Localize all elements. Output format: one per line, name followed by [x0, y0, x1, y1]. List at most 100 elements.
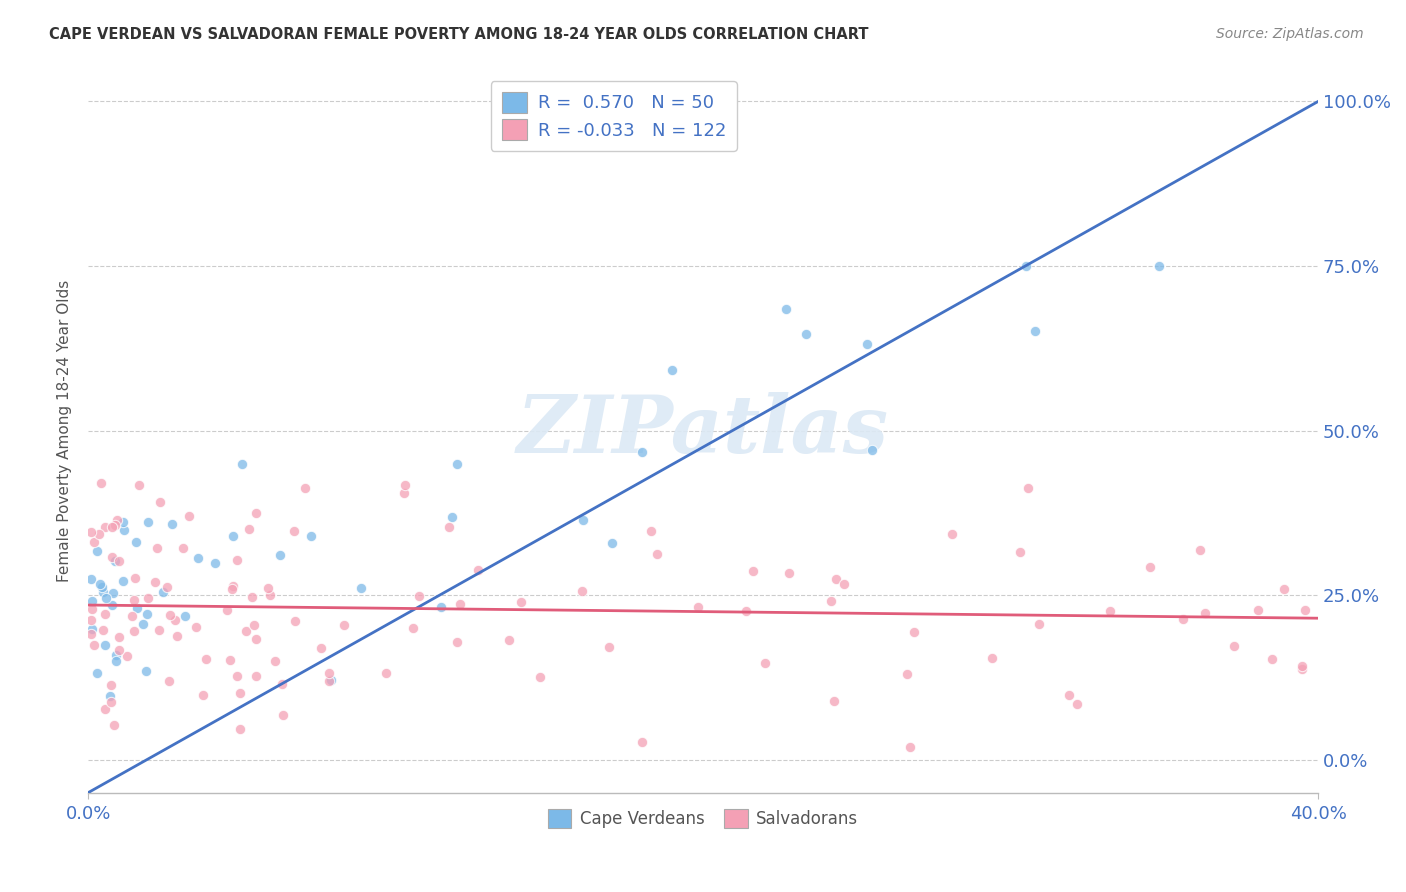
Point: [598, 640, 620, 654]
Point: [124, 571, 146, 585]
Point: [91, 584, 114, 599]
Point: [80, 627, 103, 641]
Text: Source: ZipAtlas.com: Source: ZipAtlas.com: [1216, 27, 1364, 41]
Point: [941, 526, 963, 541]
Point: [122, 624, 145, 638]
Point: [283, 524, 305, 538]
Point: [187, 551, 209, 566]
Point: [441, 509, 464, 524]
Point: [107, 630, 129, 644]
Point: [104, 554, 127, 568]
Point: [149, 495, 172, 509]
Point: [226, 553, 249, 567]
Point: [136, 516, 159, 530]
Point: [101, 520, 124, 534]
Point: [135, 664, 157, 678]
Point: [264, 654, 287, 668]
Point: [238, 523, 260, 537]
Point: [83, 534, 105, 549]
Point: [1028, 616, 1050, 631]
Point: [825, 573, 848, 587]
Point: [1188, 543, 1211, 558]
Point: [221, 579, 243, 593]
Point: [1099, 604, 1122, 618]
Point: [688, 600, 710, 615]
Point: [127, 600, 149, 615]
Point: [89, 576, 111, 591]
Point: [318, 674, 340, 689]
Point: [174, 609, 197, 624]
Point: [319, 673, 342, 687]
Point: [136, 607, 159, 621]
Point: [529, 671, 551, 685]
Point: [165, 614, 187, 628]
Point: [191, 689, 214, 703]
Point: [111, 574, 134, 588]
Point: [1291, 659, 1313, 673]
Point: [80, 572, 103, 586]
Point: [1223, 639, 1246, 653]
Point: [333, 617, 356, 632]
Point: [96, 591, 118, 606]
Point: [145, 541, 167, 555]
Point: [82, 593, 104, 607]
Point: [754, 656, 776, 670]
Point: [375, 665, 398, 680]
Point: [408, 589, 430, 603]
Point: [1066, 698, 1088, 712]
Point: [446, 457, 468, 471]
Point: [1294, 603, 1316, 617]
Point: [245, 668, 267, 682]
Point: [138, 591, 160, 606]
Point: [1139, 560, 1161, 574]
Point: [93, 702, 115, 716]
Point: [229, 722, 252, 736]
Point: [1008, 545, 1031, 559]
Point: [221, 582, 243, 597]
Point: [111, 515, 134, 529]
Point: [107, 554, 129, 568]
Point: [449, 597, 471, 611]
Point: [100, 695, 122, 709]
Point: [630, 735, 652, 749]
Point: [1347, 739, 1369, 754]
Point: [103, 718, 125, 732]
Point: [271, 708, 294, 723]
Text: CAPE VERDEAN VS SALVADORAN FEMALE POVERTY AMONG 18-24 YEAR OLDS CORRELATION CHAR: CAPE VERDEAN VS SALVADORAN FEMALE POVERT…: [49, 27, 869, 42]
Point: [159, 608, 181, 623]
Point: [1017, 481, 1039, 495]
Point: [1260, 652, 1282, 666]
Point: [235, 624, 257, 639]
Point: [1358, 599, 1381, 614]
Point: [90, 476, 112, 491]
Point: [121, 609, 143, 624]
Point: [571, 584, 593, 599]
Point: [222, 529, 245, 543]
Point: [1372, 567, 1395, 582]
Point: [820, 593, 842, 607]
Point: [640, 524, 662, 538]
Point: [148, 623, 170, 637]
Point: [80, 613, 103, 627]
Point: [742, 564, 765, 578]
Point: [981, 651, 1004, 665]
Point: [240, 590, 263, 604]
Point: [832, 577, 855, 591]
Point: [83, 638, 105, 652]
Point: [860, 442, 883, 457]
Legend: Cape Verdeans, Salvadorans: Cape Verdeans, Salvadorans: [541, 803, 865, 835]
Point: [259, 589, 281, 603]
Point: [80, 622, 103, 636]
Point: [226, 669, 249, 683]
Point: [775, 302, 797, 317]
Point: [429, 599, 451, 614]
Point: [179, 509, 201, 524]
Point: [184, 620, 207, 634]
Point: [271, 677, 294, 691]
Point: [94, 638, 117, 652]
Point: [98, 689, 121, 703]
Point: [294, 481, 316, 495]
Point: [1272, 582, 1295, 596]
Point: [94, 607, 117, 621]
Point: [1015, 259, 1038, 273]
